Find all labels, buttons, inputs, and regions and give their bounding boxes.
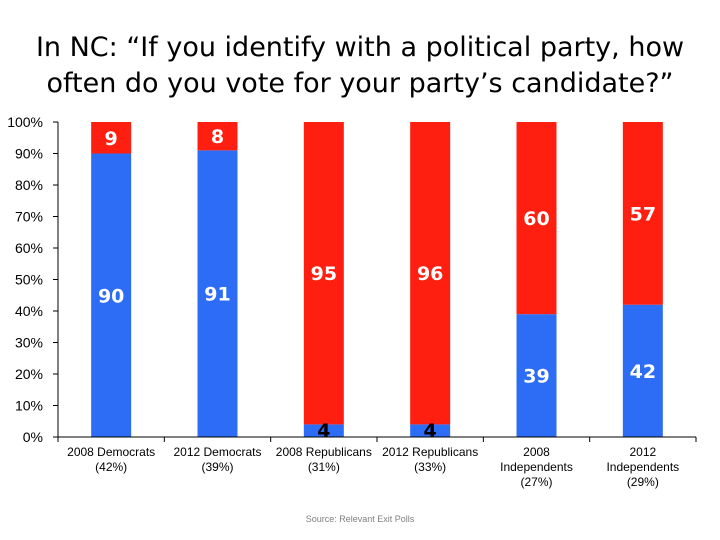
- chart-title: In NC: “If you identify with a political…: [0, 30, 720, 102]
- y-tick-label: 20%: [15, 366, 43, 382]
- data-label: 42: [630, 361, 656, 383]
- data-label: 91: [204, 284, 230, 306]
- data-label: 96: [417, 263, 443, 285]
- data-label: 4: [317, 420, 330, 442]
- bar-segment-red-3: [303, 122, 344, 425]
- data-label: 8: [211, 126, 224, 148]
- chart-title-line-2: often do you vote for your party’s candi…: [46, 68, 674, 99]
- chart-title-line-1: In NC: “If you identify with a political…: [35, 32, 685, 63]
- source-note: Source: Relevant Exit Polls: [305, 514, 415, 524]
- x-category-label: (39%): [201, 460, 233, 474]
- x-category-label: Independents: [500, 460, 573, 474]
- data-label: 60: [523, 208, 549, 230]
- x-category-label: 2008 Republicans: [276, 445, 372, 459]
- y-tick-label: 40%: [15, 303, 43, 319]
- y-tick-label: 30%: [15, 335, 43, 351]
- data-label: 39: [523, 366, 549, 388]
- bar-segment-red-6: [622, 122, 663, 305]
- bar-segment-blue-6: [622, 304, 663, 437]
- bar-segment-blue-2: [197, 150, 238, 437]
- y-tick-label: 80%: [15, 177, 43, 193]
- y-tick-label: 90%: [15, 146, 43, 162]
- bar-segment-red-5: [516, 122, 557, 315]
- bar-segment-blue-5: [516, 314, 557, 437]
- bar-segment-blue-4: [410, 424, 451, 437]
- y-tick-label: 0%: [23, 429, 43, 445]
- bar-segment-blue-1: [91, 153, 132, 437]
- x-category-label: (33%): [414, 460, 446, 474]
- data-label: 95: [311, 263, 337, 285]
- x-category-label: 2012 Republicans: [382, 445, 478, 459]
- bar-segment-red-1: [91, 122, 132, 154]
- y-tick-label: 50%: [15, 272, 43, 288]
- data-label: 57: [630, 203, 656, 225]
- y-tick-label: 60%: [15, 240, 43, 256]
- data-label: 90: [98, 285, 124, 307]
- x-category-label: (27%): [520, 475, 552, 489]
- y-tick-label: 70%: [15, 209, 43, 225]
- x-category-label: (31%): [308, 460, 340, 474]
- y-tick-label: 100%: [7, 114, 43, 130]
- data-label: 9: [105, 128, 118, 150]
- x-category-label: Independents: [606, 460, 679, 474]
- x-category-label: 2012 Democrats: [173, 445, 261, 459]
- x-category-label: 2008 Democrats: [67, 445, 155, 459]
- bar-segment-red-2: [197, 122, 238, 151]
- bar-segment-red-4: [410, 122, 451, 425]
- x-category-label: (29%): [627, 475, 659, 489]
- bar-segment-blue-3: [303, 424, 344, 437]
- data-label: 4: [424, 420, 437, 442]
- x-category-label: 2012: [629, 445, 656, 459]
- y-tick-label: 10%: [15, 398, 43, 414]
- x-category-label: (42%): [95, 460, 127, 474]
- x-category-label: 2008: [523, 445, 550, 459]
